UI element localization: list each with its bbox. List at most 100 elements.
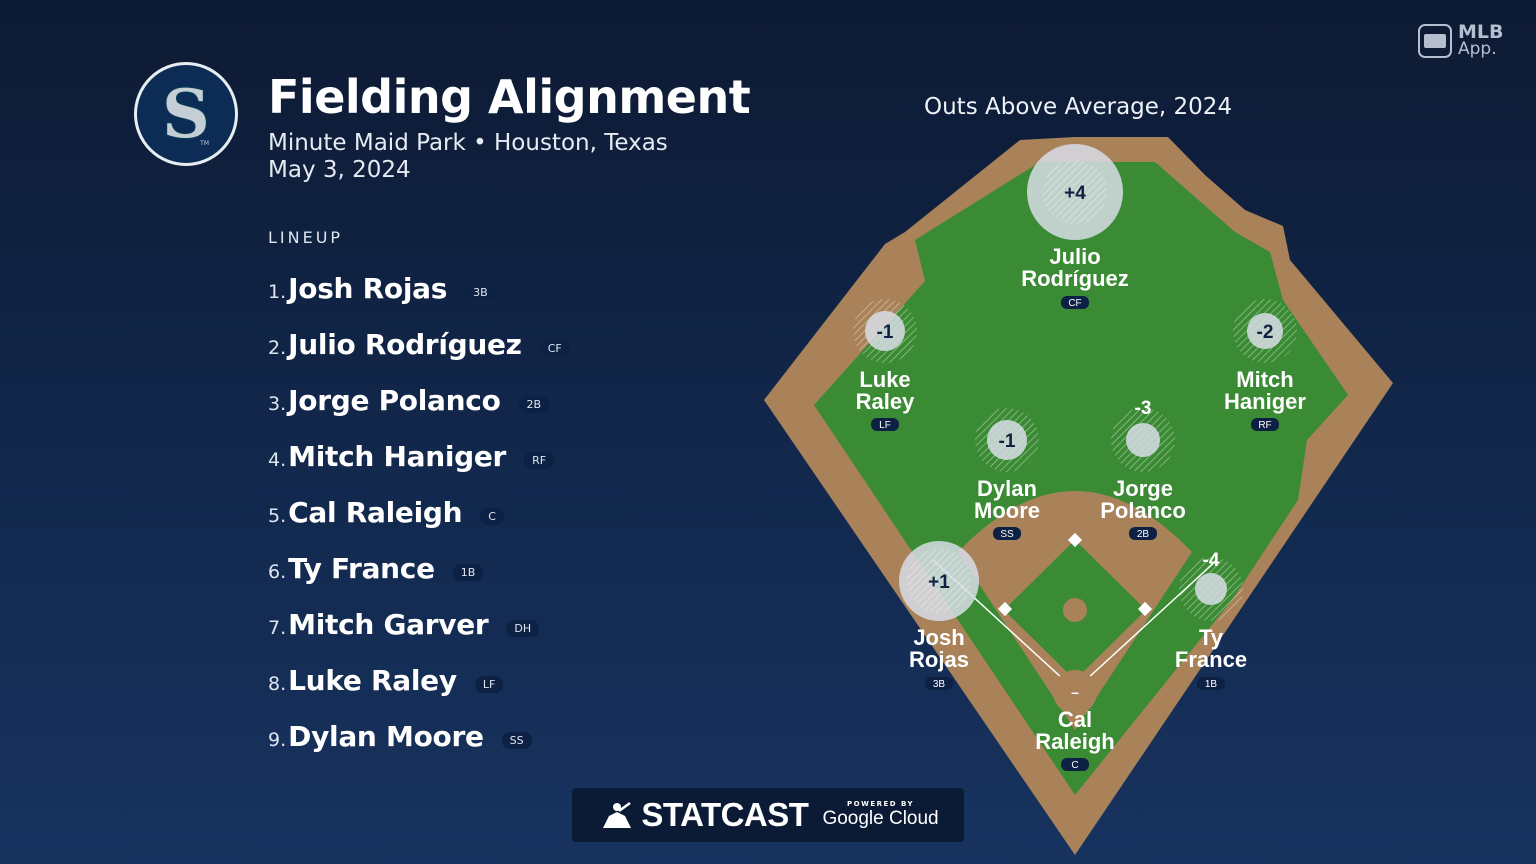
mlb-app-text: App. (1458, 39, 1497, 59)
player-marker-c[interactable]: – Cal Raleigh C (1035, 684, 1115, 771)
player-first-name: Julio (1049, 244, 1100, 269)
team-logo-tm: TM (200, 140, 209, 147)
mlb-logo-text: MLB (1458, 21, 1504, 43)
oaa-circle (865, 311, 905, 351)
google-cloud-label: Google Cloud (822, 808, 939, 829)
oaa-value: -1 (999, 431, 1016, 452)
lineup-player-name: Julio Rodríguez (288, 327, 522, 361)
oaa-hatch (907, 549, 971, 613)
lineup-item: 7. Mitch Garver DH (268, 596, 570, 652)
player-first-name: Josh (913, 625, 964, 650)
oaa-circle (1126, 423, 1160, 457)
oaa-value: +1 (928, 572, 950, 593)
player-last-name: Polanco (1100, 498, 1186, 523)
powered-by-label: POWERED BY (847, 800, 915, 808)
position-badge (1197, 677, 1225, 690)
home-plate-circle (1053, 670, 1097, 714)
pitchers-mound (1063, 598, 1087, 622)
lineup-position-badge: 1B (452, 563, 484, 581)
player-marker-3b[interactable]: +1 Josh Rojas 3B (899, 541, 979, 690)
position-badge (1251, 418, 1279, 431)
lineup-number: 6. (268, 561, 287, 583)
lineup-item: 1. Josh Rojas 3B (268, 260, 570, 316)
batter-icon (603, 802, 632, 828)
venue-subtitle: Minute Maid Park • Houston, Texas (268, 130, 668, 156)
lineup-item: 5. Cal Raleigh C (268, 484, 570, 540)
lineup-number: 5. (268, 505, 287, 527)
lineup-number: 9. (268, 729, 287, 751)
player-last-name: Raley (856, 389, 915, 414)
position-badge-label: CF (1068, 298, 1081, 309)
mlb-logo-icon (1418, 24, 1452, 58)
lineup-item: 4. Mitch Haniger RF (268, 428, 570, 484)
lineup-player-name: Ty France (288, 551, 435, 585)
player-first-name: Luke (859, 367, 910, 392)
lineup-number: 4. (268, 449, 287, 471)
lineup-player-name: Mitch Garver (288, 607, 489, 641)
position-badge (925, 677, 953, 690)
lineup-item: 3. Jorge Polanco 2B (268, 372, 570, 428)
mlb-app-logo: MLB App. (1418, 21, 1504, 59)
oaa-value: -1 (877, 322, 894, 343)
player-marker-ss[interactable]: -1 Dylan Moore SS (974, 408, 1040, 540)
player-marker-cf[interactable]: +4 Julio Rodríguez CF (1021, 144, 1129, 309)
position-badge-label: 3B (933, 679, 946, 690)
lineup-item: 2. Julio Rodríguez CF (268, 316, 570, 372)
player-last-name: France (1175, 647, 1247, 672)
oaa-hatch (1043, 160, 1107, 224)
lineup-item: 9. Dylan Moore SS (268, 708, 570, 764)
lineup-player-name: Mitch Haniger (288, 439, 507, 473)
player-first-name: Mitch (1236, 367, 1293, 392)
player-first-name: Ty (1199, 625, 1224, 650)
field-title: Outs Above Average, 2024 (924, 94, 1233, 120)
player-marker-rf[interactable]: -2 Mitch Haniger RF (1224, 299, 1306, 431)
second-base (1067, 532, 1083, 548)
lineup-position-badge: 3B (465, 283, 496, 301)
powered-by-google-cloud: POWERED BY Google Cloud (822, 800, 938, 830)
position-badge-label: SS (1000, 529, 1014, 540)
player-last-name: Haniger (1224, 389, 1306, 414)
page-title: Fielding Alignment (268, 70, 751, 124)
lineup-position-badge: CF (539, 339, 570, 357)
player-marker-2b[interactable]: -3 Jorge Polanco 2B (1100, 398, 1186, 540)
lineup-player-name: Cal Raleigh (288, 495, 463, 529)
player-last-name: Rodríguez (1021, 266, 1129, 291)
position-badge (993, 527, 1021, 540)
lineup-position-badge: 2B (518, 395, 550, 413)
lineup-item: 8. Luke Raley LF (268, 652, 570, 708)
team-logo: S TM (134, 62, 238, 166)
player-last-name: Moore (974, 498, 1040, 523)
lineup-position-badge: SS (501, 731, 532, 749)
lineup-label: LINEUP (268, 228, 344, 247)
player-last-name: Rojas (909, 647, 969, 672)
lineup-list: 1. Josh Rojas 3B 2. Julio Rodríguez CF 3. Jor… (268, 260, 570, 764)
position-badge-label: LF (879, 420, 891, 431)
position-badge (871, 418, 899, 431)
position-badge-label: C (1071, 760, 1078, 771)
lineup-number: 3. (268, 393, 287, 415)
statcast-wordmark: STATCAST (641, 796, 809, 833)
position-badge (1061, 758, 1089, 771)
player-first-name: Dylan (977, 476, 1037, 501)
lineup-position-badge: C (480, 507, 504, 525)
lineup-position-badge: RF (524, 451, 555, 469)
statcast-footer: STATCAST POWERED BY Google Cloud (572, 788, 964, 842)
team-logo-letter: S (162, 75, 210, 153)
lineup-position-badge: DH (506, 619, 540, 637)
position-badge (1129, 527, 1157, 540)
position-badge (1061, 296, 1089, 309)
player-marker-lf[interactable]: -1 Luke Raley LF (853, 299, 917, 431)
lineup-position-badge: LF (474, 675, 504, 693)
oaa-value: +4 (1064, 183, 1086, 204)
player-marker-1b[interactable]: -4 Ty France 1B (1175, 550, 1247, 690)
position-badge-label: RF (1258, 420, 1271, 431)
lineup-number: 2. (268, 337, 287, 359)
lineup-item: 6. Ty France 1B (268, 540, 570, 596)
lineup-number: 7. (268, 617, 287, 639)
oaa-circle (1195, 573, 1227, 605)
lineup-player-name: Josh Rojas (288, 271, 448, 305)
oaa-value: – (1071, 684, 1079, 700)
lineup-number: 8. (268, 673, 287, 695)
lineup-player-name: Jorge Polanco (288, 383, 501, 417)
player-last-name: Raleigh (1035, 729, 1114, 754)
